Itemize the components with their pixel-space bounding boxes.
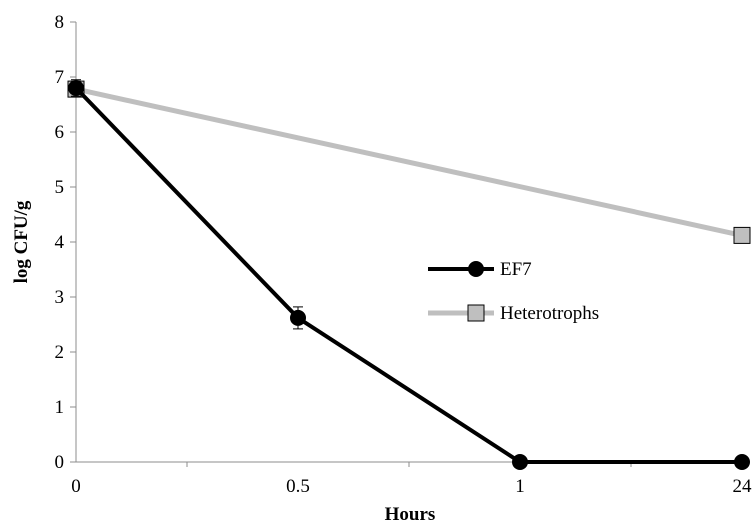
y-tick-label: 7 bbox=[55, 67, 65, 88]
axes: 0 1 2 3 4 5 6 7 8 0 0.5 1 24 bbox=[55, 12, 753, 497]
y-tick-label: 3 bbox=[55, 287, 65, 308]
x-tick-label: 0 bbox=[71, 476, 81, 497]
ef7-point bbox=[512, 454, 528, 470]
ef7-point bbox=[290, 309, 306, 326]
y-axis-title: log CFU/g bbox=[11, 200, 32, 283]
legend-marker bbox=[467, 304, 485, 322]
legend-label: Heterotrophs bbox=[500, 303, 599, 324]
y-tick-label: 1 bbox=[55, 397, 65, 418]
ef7-point bbox=[68, 80, 84, 96]
x-tick-label: 1 bbox=[515, 476, 525, 497]
x-tick-label: 24 bbox=[733, 476, 753, 497]
y-tick-label: 5 bbox=[55, 177, 65, 198]
legend-marker bbox=[468, 261, 484, 277]
y-tick-label: 4 bbox=[55, 232, 65, 253]
ef7-line bbox=[74, 86, 742, 464]
heterotrophs-line bbox=[75, 86, 743, 238]
y-tick-label: 0 bbox=[55, 452, 65, 473]
legend-label: EF7 bbox=[500, 259, 532, 280]
y-tick-label: 8 bbox=[55, 12, 65, 33]
x-tick-label: 0.5 bbox=[286, 476, 310, 497]
y-tick-label: 6 bbox=[55, 122, 65, 143]
heterotrophs-point bbox=[733, 226, 751, 244]
ef7-point bbox=[734, 454, 750, 470]
x-axis-title: Hours bbox=[385, 504, 436, 525]
series-layer bbox=[67, 79, 751, 470]
y-tick-label: 2 bbox=[55, 342, 65, 363]
legend: EF7 Heterotrophs bbox=[428, 259, 599, 324]
